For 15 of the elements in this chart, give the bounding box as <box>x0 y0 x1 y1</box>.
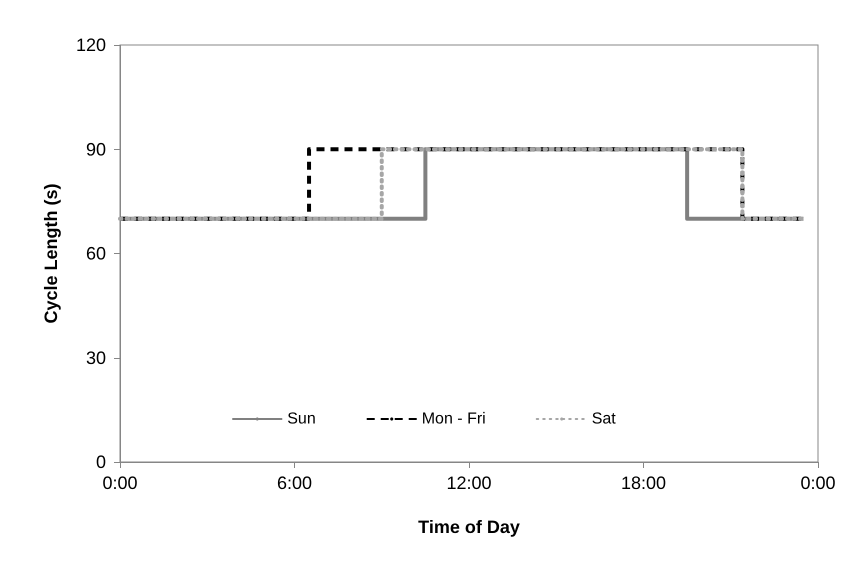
y-tick-label: 120 <box>76 35 106 55</box>
x-axis-title: Time of Day <box>418 517 520 537</box>
x-tick-label: 18:00 <box>620 473 666 493</box>
y-tick-label: 30 <box>86 348 106 368</box>
legend-label: Sun <box>287 410 316 428</box>
x-tick-label: 6:00 <box>276 473 312 493</box>
legend-label: Mon - Fri <box>422 410 486 428</box>
y-tick-label: 90 <box>86 139 106 160</box>
x-tick-label: 12:00 <box>446 473 492 493</box>
y-tick-label: 60 <box>86 244 106 264</box>
legend-label: Sat <box>592 410 616 428</box>
x-tick-label: 0:00 <box>102 473 138 493</box>
y-tick-label: 0 <box>96 452 106 472</box>
x-tick-label: 0:00 <box>800 473 836 493</box>
y-axis-title: Cycle Length (s) <box>41 183 61 324</box>
